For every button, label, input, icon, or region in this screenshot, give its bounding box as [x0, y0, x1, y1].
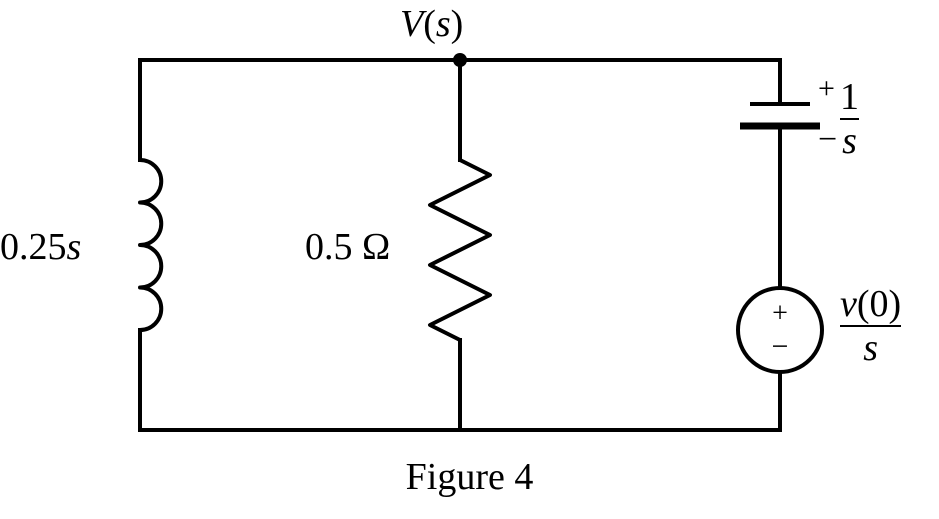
capacitor-label: 1 s [840, 78, 859, 162]
vsource-label: v(0) s [840, 285, 901, 369]
resistor-label: 0.5 Ω [305, 225, 390, 269]
inductor-label: 0.25s [0, 225, 81, 269]
svg-text:−: − [818, 121, 837, 158]
node-label: V(s) [400, 2, 463, 46]
svg-text:−: − [772, 330, 789, 363]
svg-text:+: + [818, 72, 835, 105]
svg-text:+: + [772, 298, 788, 329]
figure-caption: Figure 4 [0, 455, 939, 499]
